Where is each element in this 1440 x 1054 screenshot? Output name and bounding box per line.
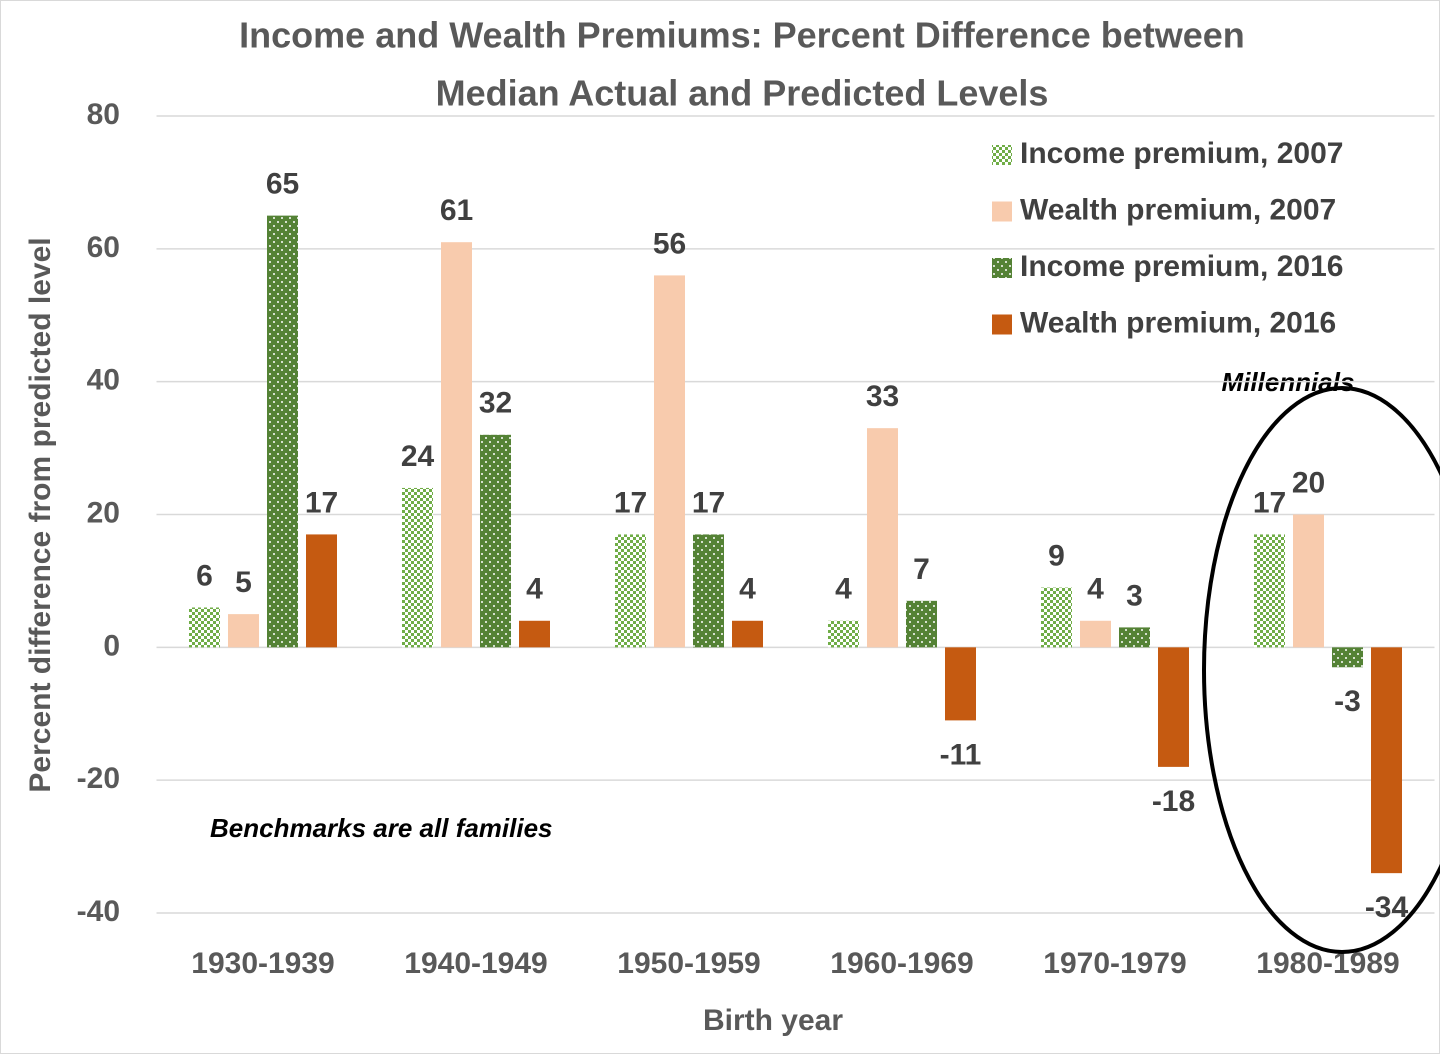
bar — [867, 428, 898, 648]
data-label: 3 — [1126, 579, 1143, 612]
bar — [1119, 627, 1150, 648]
legend-swatch — [992, 258, 1012, 278]
data-label: -34 — [1365, 891, 1409, 924]
data-label: 20 — [1292, 466, 1325, 499]
bar — [693, 534, 724, 648]
bar — [1293, 514, 1324, 648]
bar — [189, 607, 220, 648]
bar — [906, 600, 937, 648]
data-label: 4 — [835, 573, 852, 606]
x-tick-label: 1960-1969 — [830, 947, 973, 980]
bar — [1332, 647, 1363, 668]
data-label: 9 — [1048, 539, 1065, 572]
legend-label: Wealth premium, 2007 — [1020, 193, 1336, 226]
data-label: 17 — [614, 486, 647, 519]
x-tick-label: 1970-1979 — [1043, 947, 1186, 980]
data-label: 4 — [526, 573, 543, 606]
bar — [306, 534, 337, 648]
data-label: 24 — [401, 440, 435, 473]
bar — [1080, 620, 1111, 648]
y-tick-label: 40 — [87, 364, 120, 397]
data-label: 33 — [866, 380, 899, 413]
data-label: 17 — [692, 486, 725, 519]
bar — [615, 534, 646, 648]
data-label: -18 — [1152, 785, 1195, 818]
bar — [1158, 647, 1189, 767]
bar — [441, 242, 472, 648]
data-label: 65 — [266, 168, 299, 201]
data-label: 32 — [479, 387, 512, 420]
data-label: 61 — [440, 194, 473, 227]
x-tick-label: 1950-1959 — [617, 947, 760, 980]
bar — [228, 614, 259, 648]
y-tick-label: 20 — [87, 496, 120, 529]
data-label: 5 — [235, 566, 252, 599]
bar — [267, 215, 298, 648]
annotation: Benchmarks are all families — [210, 813, 553, 843]
legend-swatch — [992, 314, 1012, 335]
data-label: 17 — [305, 486, 338, 519]
highlight-ellipse — [1202, 386, 1440, 954]
legend-label: Wealth premium, 2016 — [1020, 306, 1336, 339]
y-tick-label: -40 — [77, 895, 120, 928]
bar — [402, 487, 433, 648]
legend-swatch — [992, 201, 1012, 222]
bar — [1254, 534, 1285, 648]
bar — [945, 647, 976, 721]
x-axis-label: Birth year — [703, 1004, 843, 1037]
bar — [828, 620, 859, 648]
y-tick-label: 80 — [87, 98, 120, 131]
data-label: 6 — [196, 559, 213, 592]
bar — [1371, 647, 1402, 874]
legend-label: Income premium, 2007 — [1020, 137, 1343, 170]
bar — [1041, 587, 1072, 648]
legend-label: Income premium, 2016 — [1020, 250, 1343, 283]
bar — [732, 620, 763, 648]
chart-title: Income and Wealth Premiums: Percent Diff… — [239, 15, 1245, 56]
y-tick-label: -20 — [77, 762, 120, 795]
bar — [519, 620, 550, 648]
x-tick-label: 1940-1949 — [404, 947, 547, 980]
y-tick-label: 60 — [87, 231, 120, 264]
legend-swatch — [992, 145, 1012, 165]
data-label: -3 — [1334, 685, 1361, 718]
data-label: 17 — [1253, 486, 1286, 519]
bar — [480, 434, 511, 648]
y-tick-label: 0 — [103, 629, 120, 662]
data-label: 4 — [1087, 573, 1104, 606]
data-label: 7 — [913, 553, 930, 586]
data-label: -11 — [940, 738, 982, 771]
chart-title: Median Actual and Predicted Levels — [436, 73, 1049, 114]
y-axis-label: Percent difference from predicted level — [24, 237, 57, 792]
bar — [654, 275, 685, 648]
data-label: 56 — [653, 227, 686, 260]
x-tick-label: 1930-1939 — [191, 947, 334, 980]
data-label: 4 — [739, 573, 756, 606]
